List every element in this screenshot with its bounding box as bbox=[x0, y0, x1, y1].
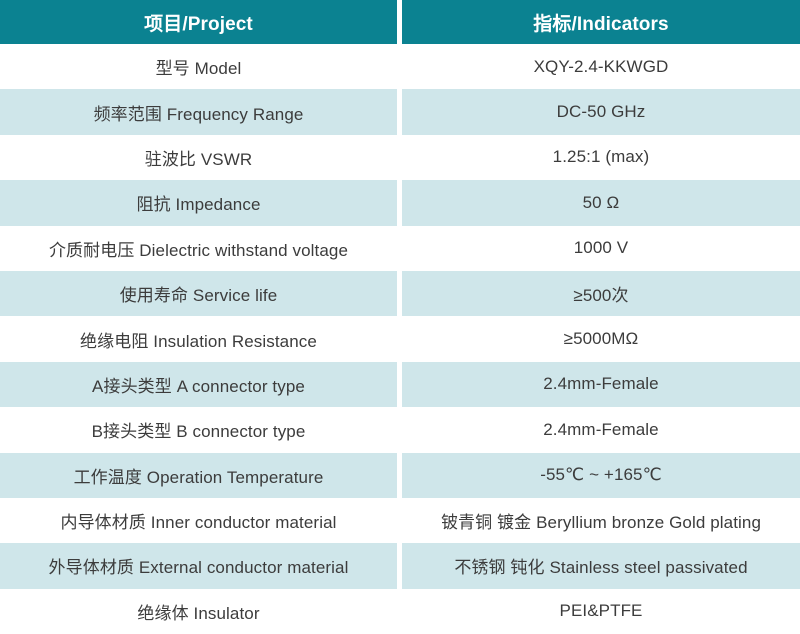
project-label: 绝缘体 Insulator bbox=[137, 603, 260, 623]
column-divider bbox=[397, 180, 402, 226]
indicator-value: 不锈钢 钝化 Stainless steel passivated bbox=[454, 558, 748, 578]
indicator-value: 1.25:1 (max) bbox=[552, 147, 650, 167]
cell-indicator: 2.4mm-Female bbox=[402, 361, 800, 408]
project-label: 频率范围 Frequency Range bbox=[93, 104, 304, 124]
project-label: 内导体材质 Inner conductor material bbox=[60, 513, 337, 533]
cell-project: 型号 Model bbox=[0, 44, 397, 90]
cell-indicator: 不锈钢 钝化 Stainless steel passivated bbox=[402, 543, 800, 589]
cell-indicator: 2.4mm-Female bbox=[402, 407, 800, 453]
column-divider bbox=[397, 316, 402, 362]
cell-indicator: XQY-2.4-KKWGD bbox=[402, 44, 800, 90]
project-label: 工作温度 Operation Temperature bbox=[73, 467, 324, 487]
table-row: 型号 Model XQY-2.4-KKWGD bbox=[0, 44, 800, 90]
column-divider bbox=[397, 543, 402, 589]
project-label: 型号 Model bbox=[155, 59, 242, 79]
indicator-value: ≥500次 bbox=[573, 286, 629, 306]
header-cell-indicators: 指标/Indicators bbox=[402, 0, 800, 44]
column-divider bbox=[397, 44, 402, 90]
project-label: 外导体材质 External conductor material bbox=[48, 558, 349, 578]
column-divider bbox=[397, 134, 402, 181]
table-row: 内导体材质 Inner conductor material 铍青铜 镀金 Be… bbox=[0, 497, 800, 544]
table-row: 绝缘电阻 Insulation Resistance ≥5000MΩ bbox=[0, 316, 800, 362]
cell-indicator: 1.25:1 (max) bbox=[402, 134, 800, 181]
cell-project: 外导体材质 External conductor material bbox=[0, 543, 397, 589]
project-label: 绝缘电阻 Insulation Resistance bbox=[80, 331, 317, 351]
project-label: 驻波比 VSWR bbox=[144, 149, 253, 169]
table-row: B接头类型 B connector type 2.4mm-Female bbox=[0, 407, 800, 453]
column-divider bbox=[397, 225, 402, 271]
cell-project: 频率范围 Frequency Range bbox=[0, 89, 397, 135]
indicator-value: ≥5000MΩ bbox=[563, 329, 639, 349]
column-divider bbox=[397, 497, 402, 544]
cell-indicator: ≥5000MΩ bbox=[402, 316, 800, 362]
cell-project: 内导体材质 Inner conductor material bbox=[0, 497, 397, 544]
cell-project: 绝缘电阻 Insulation Resistance bbox=[0, 316, 397, 362]
cell-project: 使用寿命 Service life bbox=[0, 270, 397, 317]
cell-indicator: DC-50 GHz bbox=[402, 89, 800, 135]
cell-project: 工作温度 Operation Temperature bbox=[0, 452, 397, 498]
cell-indicator: -55℃ ~ +165℃ bbox=[402, 452, 800, 498]
column-divider bbox=[397, 89, 402, 135]
indicator-value: 铍青铜 镀金 Beryllium bronze Gold plating bbox=[440, 513, 762, 533]
indicator-value: 2.4mm-Female bbox=[543, 374, 659, 394]
table-row: 绝缘体 Insulator PEI&PTFE bbox=[0, 588, 800, 634]
table-row: 频率范围 Frequency Range DC-50 GHz bbox=[0, 89, 800, 135]
indicator-value: 2.4mm-Female bbox=[543, 419, 659, 439]
table-row: 阻抗 Impedance 50 Ω bbox=[0, 180, 800, 226]
project-label: 阻抗 Impedance bbox=[136, 195, 261, 215]
project-label: 使用寿命 Service life bbox=[119, 286, 278, 306]
indicator-value: 50 Ω bbox=[582, 192, 620, 212]
project-label: A接头类型 A connector type bbox=[92, 376, 305, 396]
cell-indicator: 铍青铜 镀金 Beryllium bronze Gold plating bbox=[402, 497, 800, 544]
table-row: 外导体材质 External conductor material 不锈钢 钝化… bbox=[0, 543, 800, 589]
table-row: 使用寿命 Service life ≥500次 bbox=[0, 270, 800, 317]
cell-indicator: 1000 V bbox=[402, 225, 800, 271]
indicator-value: 1000 V bbox=[573, 238, 629, 258]
table-row: 介质耐电压 Dielectric withstand voltage 1000 … bbox=[0, 225, 800, 271]
table-header-row: 项目/Project 指标/Indicators bbox=[0, 0, 800, 44]
table-row: 工作温度 Operation Temperature -55℃ ~ +165℃ bbox=[0, 452, 800, 498]
cell-project: 介质耐电压 Dielectric withstand voltage bbox=[0, 225, 397, 271]
indicator-value: -55℃ ~ +165℃ bbox=[540, 465, 662, 485]
column-divider bbox=[397, 270, 402, 317]
header-project-label: 项目/Project bbox=[144, 13, 253, 35]
column-divider bbox=[397, 361, 402, 408]
cell-project: 绝缘体 Insulator bbox=[0, 588, 397, 634]
cell-indicator: PEI&PTFE bbox=[402, 588, 800, 634]
project-label: B接头类型 B connector type bbox=[91, 422, 306, 442]
cell-project: A接头类型 A connector type bbox=[0, 361, 397, 408]
table-row: A接头类型 A connector type 2.4mm-Female bbox=[0, 361, 800, 408]
cell-project: 阻抗 Impedance bbox=[0, 180, 397, 226]
header-indicators-label: 指标/Indicators bbox=[533, 13, 669, 35]
indicator-value: PEI&PTFE bbox=[559, 601, 643, 621]
column-divider bbox=[397, 588, 402, 634]
cell-project: B接头类型 B connector type bbox=[0, 407, 397, 453]
table-row: 驻波比 VSWR 1.25:1 (max) bbox=[0, 134, 800, 181]
column-divider bbox=[397, 0, 402, 44]
column-divider bbox=[397, 407, 402, 453]
cell-indicator: ≥500次 bbox=[402, 270, 800, 317]
cell-project: 驻波比 VSWR bbox=[0, 134, 397, 181]
indicator-value: DC-50 GHz bbox=[556, 102, 646, 122]
cell-indicator: 50 Ω bbox=[402, 180, 800, 226]
header-cell-project: 项目/Project bbox=[0, 0, 397, 44]
column-divider bbox=[397, 452, 402, 498]
indicator-value: XQY-2.4-KKWGD bbox=[533, 56, 669, 76]
project-label: 介质耐电压 Dielectric withstand voltage bbox=[48, 240, 349, 260]
